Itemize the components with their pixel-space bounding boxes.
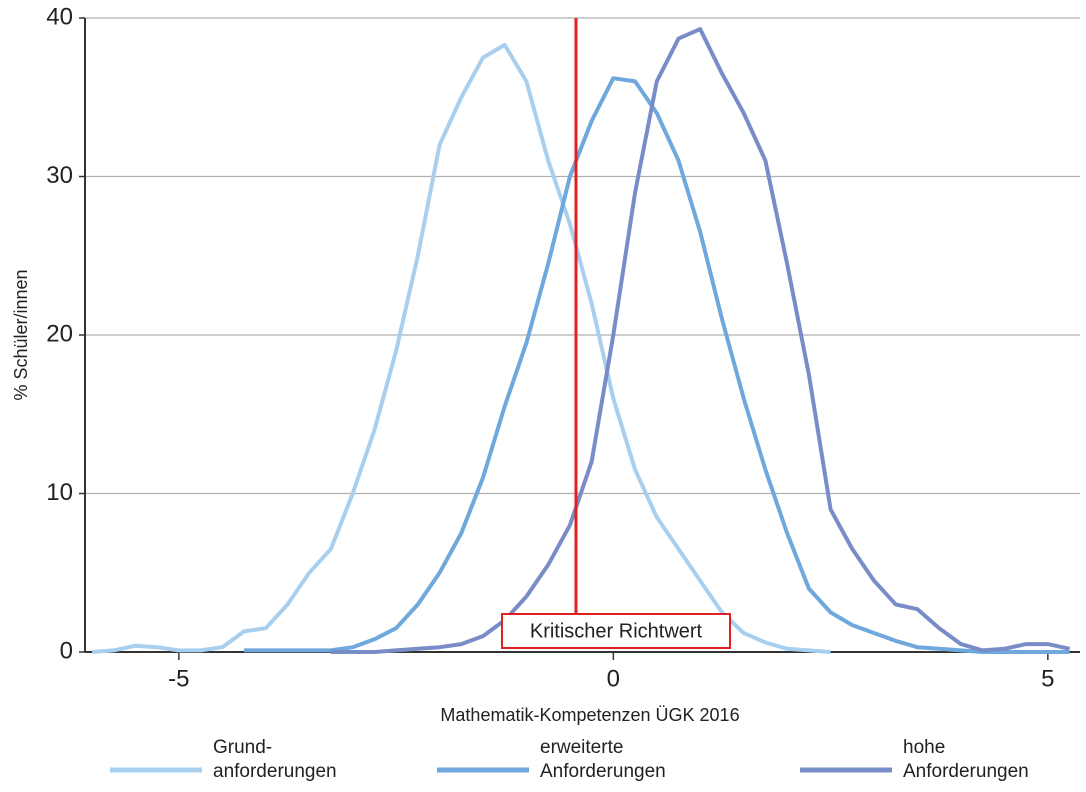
legend-label: Grund- anforderungen bbox=[213, 737, 337, 782]
y-tick-label: 20 bbox=[46, 320, 73, 347]
x-axis-label: Mathematik-Kompetenzen ÜGK 2016 bbox=[440, 705, 739, 725]
series-line bbox=[244, 76, 1070, 654]
threshold-label: Kritischer Richtwert bbox=[530, 620, 703, 642]
x-tick-label: -5 bbox=[168, 665, 189, 692]
x-tick-label: 0 bbox=[607, 665, 620, 692]
series-line bbox=[330, 27, 1071, 654]
series-line bbox=[91, 42, 831, 654]
y-tick-label: 30 bbox=[46, 162, 73, 189]
x-tick-label: 5 bbox=[1041, 665, 1054, 692]
y-tick-label: 10 bbox=[46, 479, 73, 506]
y-tick-label: 0 bbox=[60, 637, 73, 664]
legend-label: erweiterte Anforderungen bbox=[540, 737, 666, 782]
threshold-box bbox=[501, 613, 731, 649]
y-axis-label: % Schüler/innen bbox=[11, 269, 31, 400]
y-tick-label: 40 bbox=[46, 3, 73, 30]
legend-label: hohe Anforderungen bbox=[903, 737, 1029, 782]
